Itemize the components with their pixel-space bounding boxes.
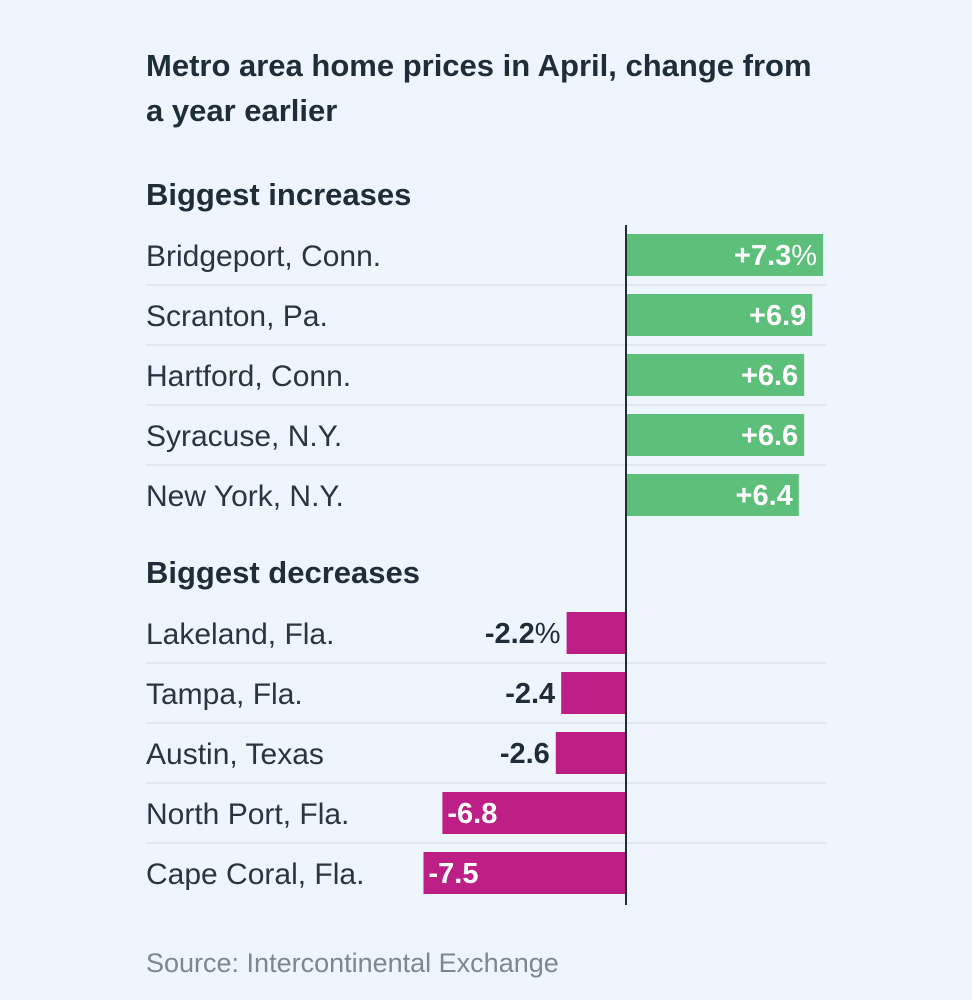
value-label: +6.9 xyxy=(749,300,806,332)
value-label: +6.6 xyxy=(741,360,798,392)
bar-chart: Metro area home prices in April, change … xyxy=(0,0,972,1000)
row-label: New York, N.Y. xyxy=(146,480,344,513)
chart-rows: Biggest increases Bridgeport, Conn. +7.3% S… xyxy=(146,177,826,905)
chart-title-line-1: Metro area home prices in April, change … xyxy=(146,48,812,83)
row-label: Austin, Texas xyxy=(146,738,324,771)
row-label: Scranton, Pa. xyxy=(146,300,328,333)
row-label: Bridgeport, Conn. xyxy=(146,240,381,273)
unit-label: % xyxy=(791,240,817,272)
row-label: Lakeland, Fla. xyxy=(146,618,334,651)
bar-decrease xyxy=(561,672,626,714)
row-label: Syracuse, N.Y. xyxy=(146,420,342,453)
row-label: North Port, Fla. xyxy=(146,798,349,831)
source-note: Source: Intercontinental Exchange xyxy=(146,948,559,978)
bar-decrease xyxy=(567,612,626,654)
unit-label: % xyxy=(535,618,561,650)
value-label: -6.8 xyxy=(447,798,497,830)
value-label: +6.6 xyxy=(741,420,798,452)
value-label: -2.2% xyxy=(485,618,561,650)
chart-title-line-2: a year earlier xyxy=(146,93,337,128)
row-label: Hartford, Conn. xyxy=(146,360,351,393)
value-label: -2.6 xyxy=(500,738,550,770)
value-label: +7.3% xyxy=(734,240,817,272)
value-label: -2.4 xyxy=(505,678,555,710)
value-label: -7.5 xyxy=(429,858,479,890)
value-label: +6.4 xyxy=(736,480,793,512)
bar-decrease xyxy=(556,732,626,774)
row-label: Tampa, Fla. xyxy=(146,678,303,711)
section-heading: Biggest decreases xyxy=(146,555,420,590)
row-label: Cape Coral, Fla. xyxy=(146,858,364,891)
section-heading: Biggest increases xyxy=(146,177,411,212)
